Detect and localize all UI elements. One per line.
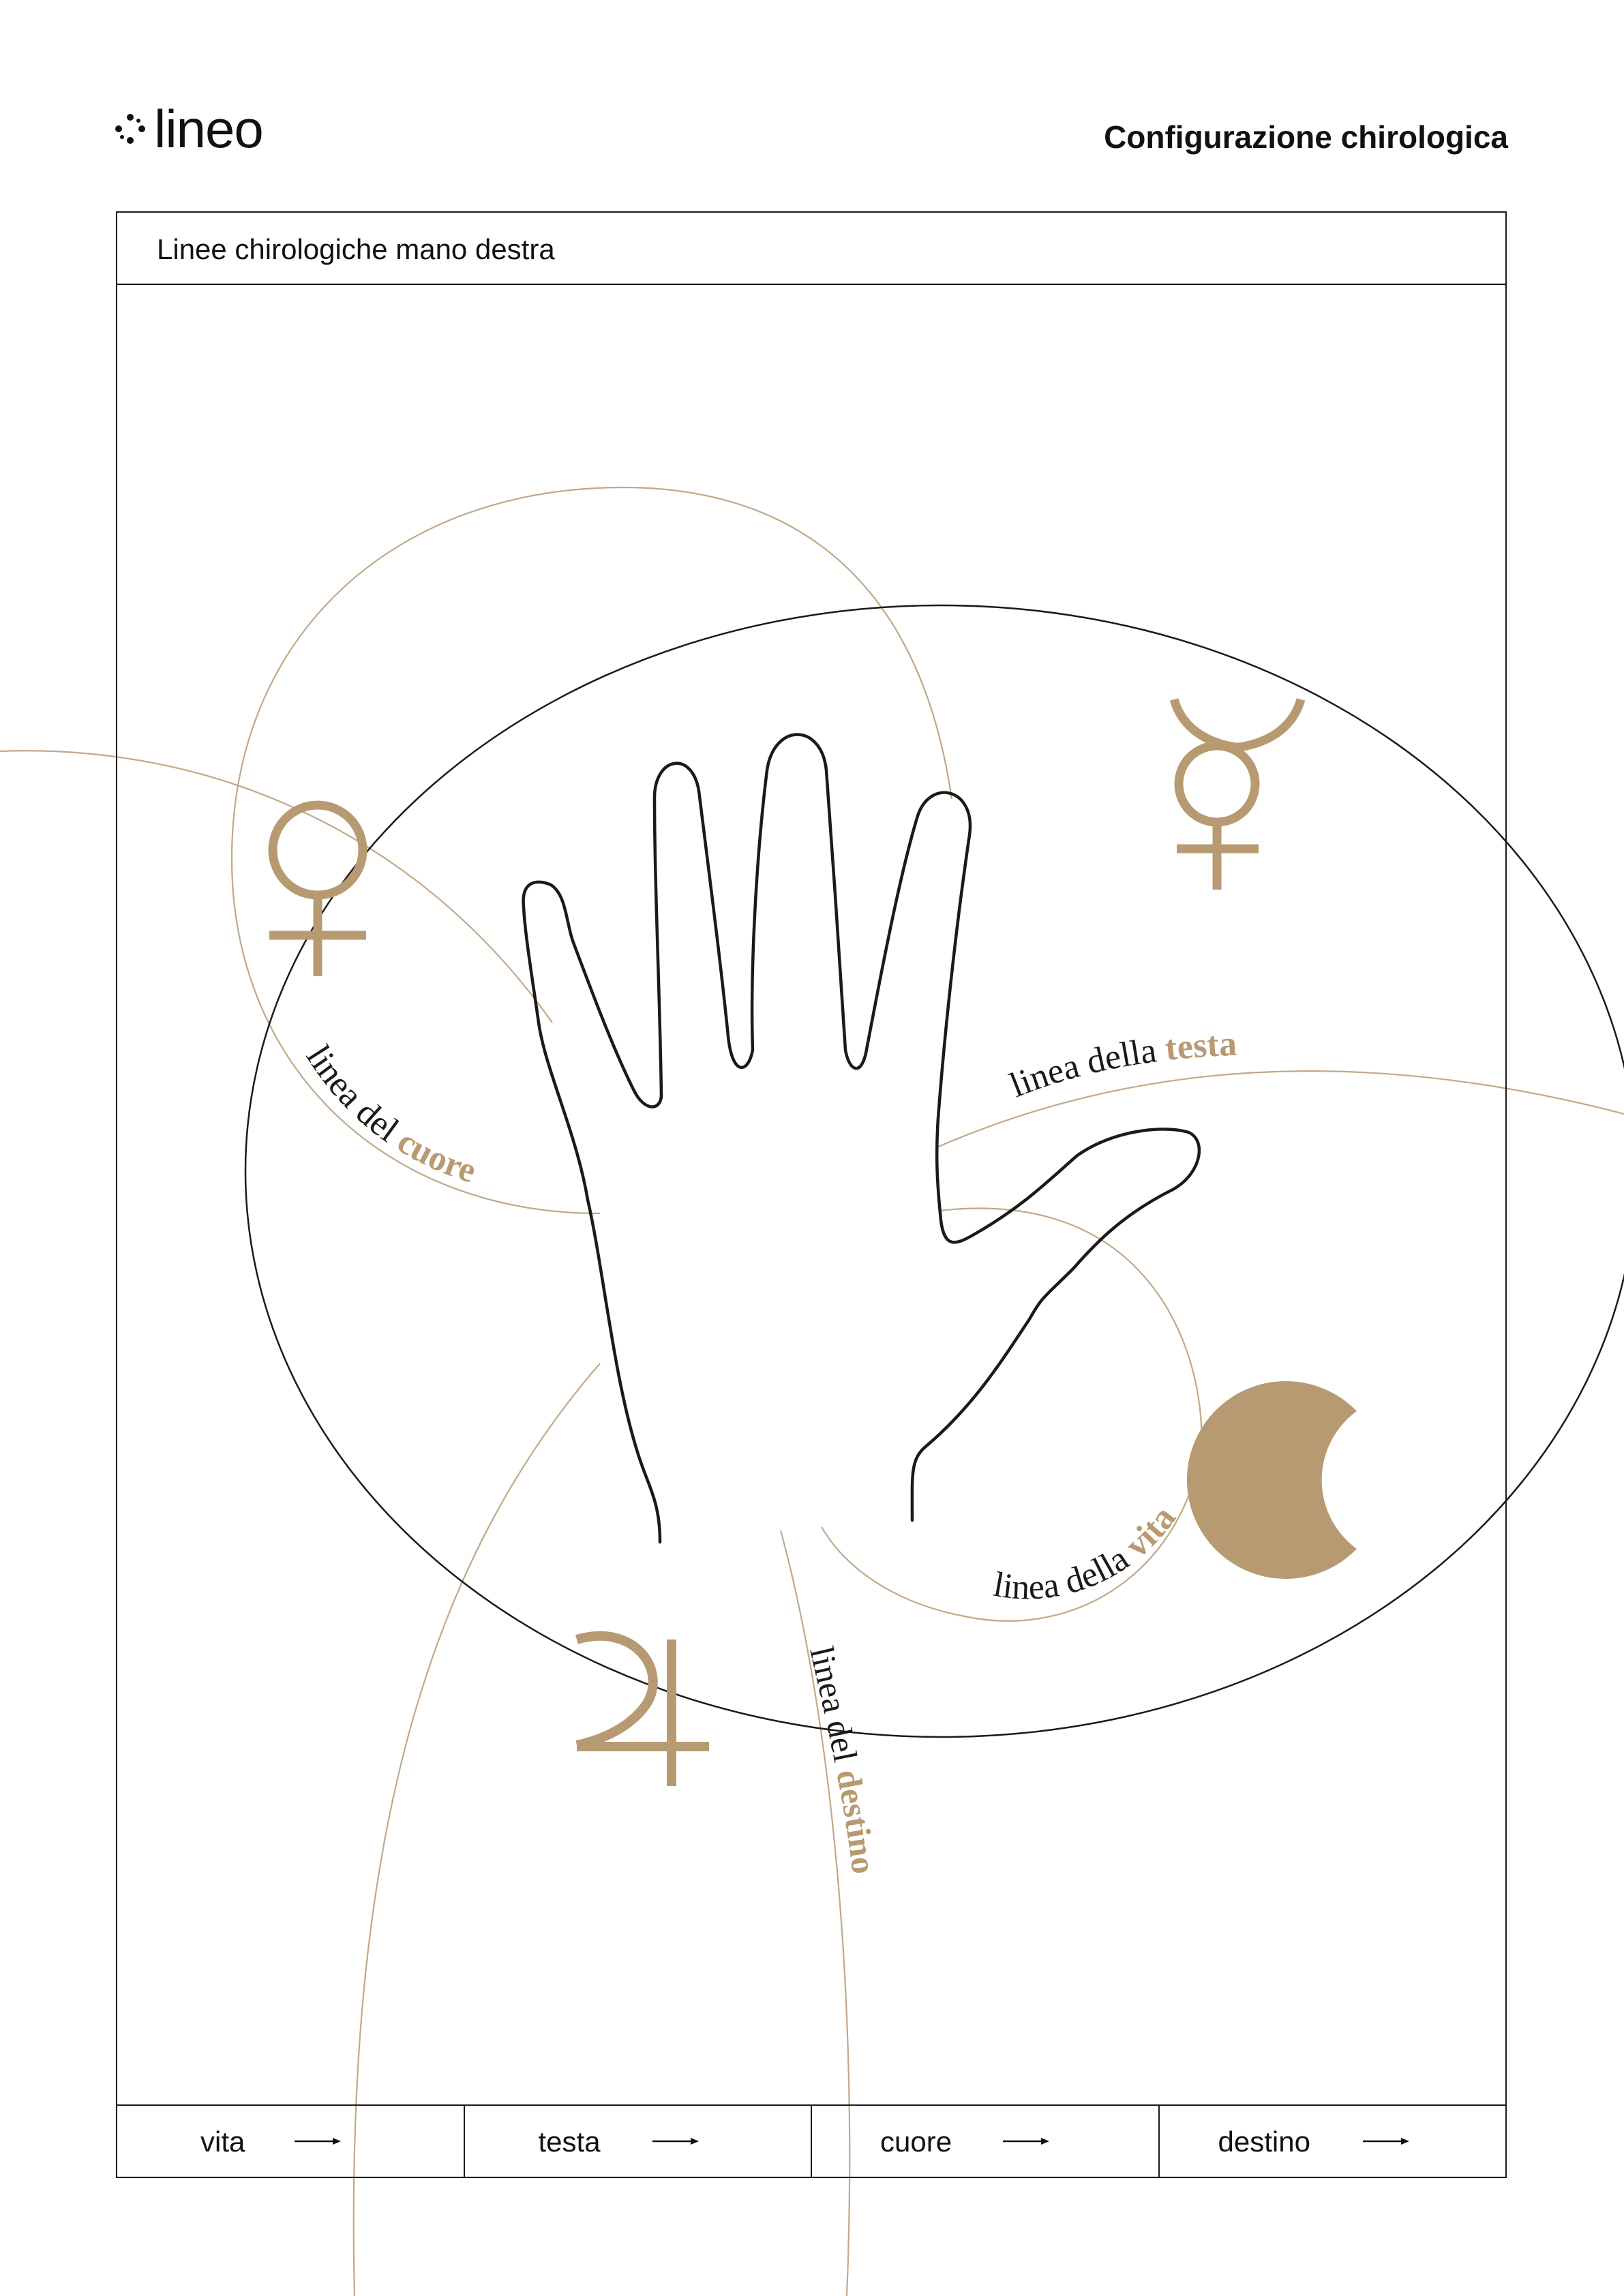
legend-label: cuore (880, 2126, 952, 2158)
venus-symbol (268, 800, 367, 976)
logo-dots-icon (115, 114, 145, 144)
arrow-right-icon (1003, 2138, 1049, 2145)
arrow-right-icon (652, 2138, 699, 2145)
fate-arc (779, 1530, 851, 2296)
legend-item-cuore[interactable]: cuore (812, 2106, 1160, 2177)
legend-item-vita[interactable]: vita (117, 2106, 465, 2177)
legend-item-destino[interactable]: destino (1160, 2106, 1506, 2177)
head-arc (935, 1070, 1624, 1149)
arrow-right-icon (295, 2138, 341, 2145)
legend-bar: vita testa cuore destino (117, 2104, 1505, 2177)
brand-name: lineo (154, 99, 264, 159)
moon-symbol (1186, 1381, 1357, 1579)
legend-label: destino (1218, 2126, 1310, 2158)
brand-logo: lineo (115, 99, 264, 159)
ring-arc (352, 1363, 601, 2296)
arc-group (0, 486, 1624, 2296)
legend-label: vita (200, 2126, 245, 2158)
heart-arc (230, 486, 953, 1215)
mercury-symbol (1169, 697, 1306, 890)
hand-outline (522, 733, 1201, 1544)
life-arc (821, 1207, 1203, 1622)
main-circle (245, 604, 1624, 1738)
legend-label: testa (538, 2126, 601, 2158)
document-title: Configurazione chirologica (1104, 119, 1508, 155)
panel-title: Linee chirologiche mano destra (157, 233, 555, 265)
diagram-frame: Linee chirologiche mano destra vita test… (116, 211, 1507, 2178)
arrow-right-icon (1362, 2138, 1409, 2145)
legend-item-testa[interactable]: testa (465, 2106, 812, 2177)
jupiter-symbol (575, 1631, 709, 1786)
far-left-arc (0, 750, 553, 1023)
panel-header: Linee chirologiche mano destra (117, 213, 1505, 285)
